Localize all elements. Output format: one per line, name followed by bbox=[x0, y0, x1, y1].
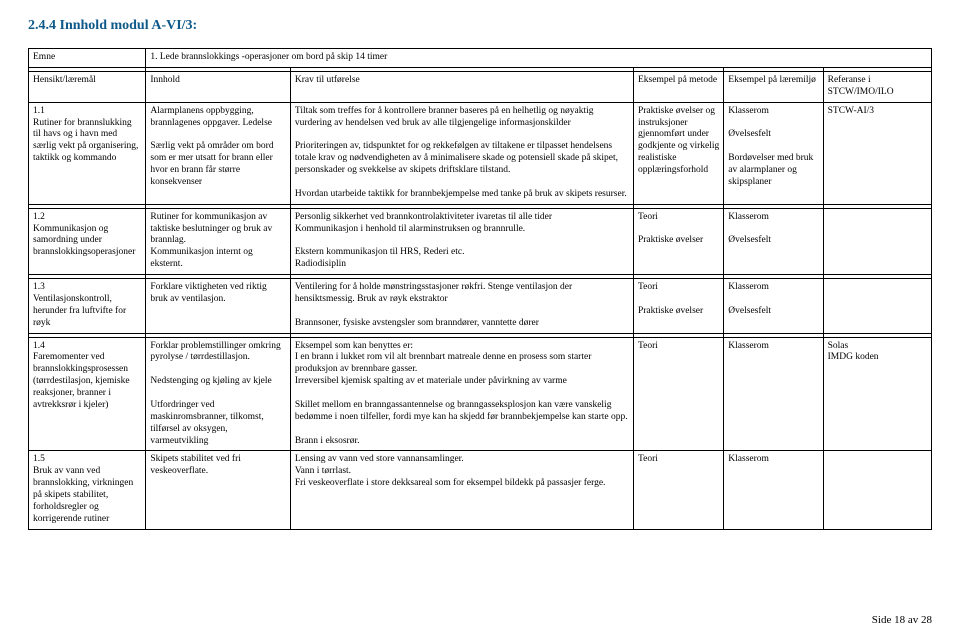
cell-hensikt: 1.1Rutiner for brannslukking til havs og… bbox=[29, 102, 146, 204]
header-emne-sub: 1. Lede brannslokkings -operasjoner om b… bbox=[146, 49, 932, 68]
table-row: 1.1Rutiner for brannslukking til havs og… bbox=[29, 102, 932, 204]
cell-krav: Ventilering for å holde mønstringsstasjo… bbox=[290, 279, 633, 334]
page-number: Side 18 av 28 bbox=[872, 614, 932, 626]
cell-eks-metode: TeoriPraktiske øvelser bbox=[633, 208, 723, 274]
cell-innhold: Forklare viktigheten ved riktig bruk av … bbox=[146, 279, 290, 334]
header-hensikt: Hensikt/læremål bbox=[29, 71, 146, 102]
header-krav: Krav til utførelse bbox=[290, 71, 633, 102]
cell-referanse: STCW-AI/3 bbox=[823, 102, 931, 204]
cell-krav: Personlig sikkerhet ved brannkontrolakti… bbox=[290, 208, 633, 274]
header-eks-miljo: Eksempel på læremiljø bbox=[724, 71, 823, 102]
cell-eks-miljo: KlasseromØvelsesfelt bbox=[724, 208, 823, 274]
section-title: 2.4.4 Innhold modul A-VI/3: bbox=[28, 18, 932, 34]
cell-hensikt: 1.2Kommunikasjon og samordning under bra… bbox=[29, 208, 146, 274]
cell-referanse bbox=[823, 279, 931, 334]
cell-krav: Eksempel som kan benyttes er:I en brann … bbox=[290, 337, 633, 451]
cell-hensikt: 1.5Bruk av vann ved brannslokking, virkn… bbox=[29, 451, 146, 529]
header-emne: Emne bbox=[29, 49, 146, 68]
cell-eks-miljo: Klasserom bbox=[724, 451, 823, 529]
table-row: 1.3Ventilasjonskontroll, herunder fra lu… bbox=[29, 279, 932, 334]
cell-referanse: SolasIMDG koden bbox=[823, 337, 931, 451]
cell-innhold: Forklar problemstillinger omkring pyroly… bbox=[146, 337, 290, 451]
cell-krav: Tiltak som treffes for å kontrollere bra… bbox=[290, 102, 633, 204]
cell-eks-metode: Praktiske øvelser og instruksjoner gjenn… bbox=[633, 102, 723, 204]
cell-referanse bbox=[823, 451, 931, 529]
cell-innhold: Rutiner for kommunikasjon av taktiske be… bbox=[146, 208, 290, 274]
cell-eks-miljo: Klasserom bbox=[724, 337, 823, 451]
cell-eks-miljo: KlasseromØvelsesfeltBordøvelser med bruk… bbox=[724, 102, 823, 204]
cell-innhold: Skipets stabilitet ved fri veskeoverflat… bbox=[146, 451, 290, 529]
cell-innhold: Alarmplanens oppbygging, brannlagenes op… bbox=[146, 102, 290, 204]
cell-referanse bbox=[823, 208, 931, 274]
cell-hensikt: 1.4Faremomenter ved brannslokkingsproses… bbox=[29, 337, 146, 451]
cell-eks-metode: Teori bbox=[633, 337, 723, 451]
cell-eks-metode: TeoriPraktiske øvelser bbox=[633, 279, 723, 334]
table-row: 1.4Faremomenter ved brannslokkingsproses… bbox=[29, 337, 932, 451]
cell-eks-metode: Teori bbox=[633, 451, 723, 529]
content-table: Emne 1. Lede brannslokkings -operasjoner… bbox=[28, 48, 932, 530]
cell-eks-miljo: KlasseromØvelsesfelt bbox=[724, 279, 823, 334]
table-row: 1.2Kommunikasjon og samordning under bra… bbox=[29, 208, 932, 274]
cell-krav: Lensing av vann ved store vannansamlinge… bbox=[290, 451, 633, 529]
table-row: 1.5Bruk av vann ved brannslokking, virkn… bbox=[29, 451, 932, 529]
header-eks-metode: Eksempel på metode bbox=[633, 71, 723, 102]
header-innhold: Innhold bbox=[146, 71, 290, 102]
header-referanse: Referanse i STCW/IMO/ILO bbox=[823, 71, 931, 102]
cell-hensikt: 1.3Ventilasjonskontroll, herunder fra lu… bbox=[29, 279, 146, 334]
